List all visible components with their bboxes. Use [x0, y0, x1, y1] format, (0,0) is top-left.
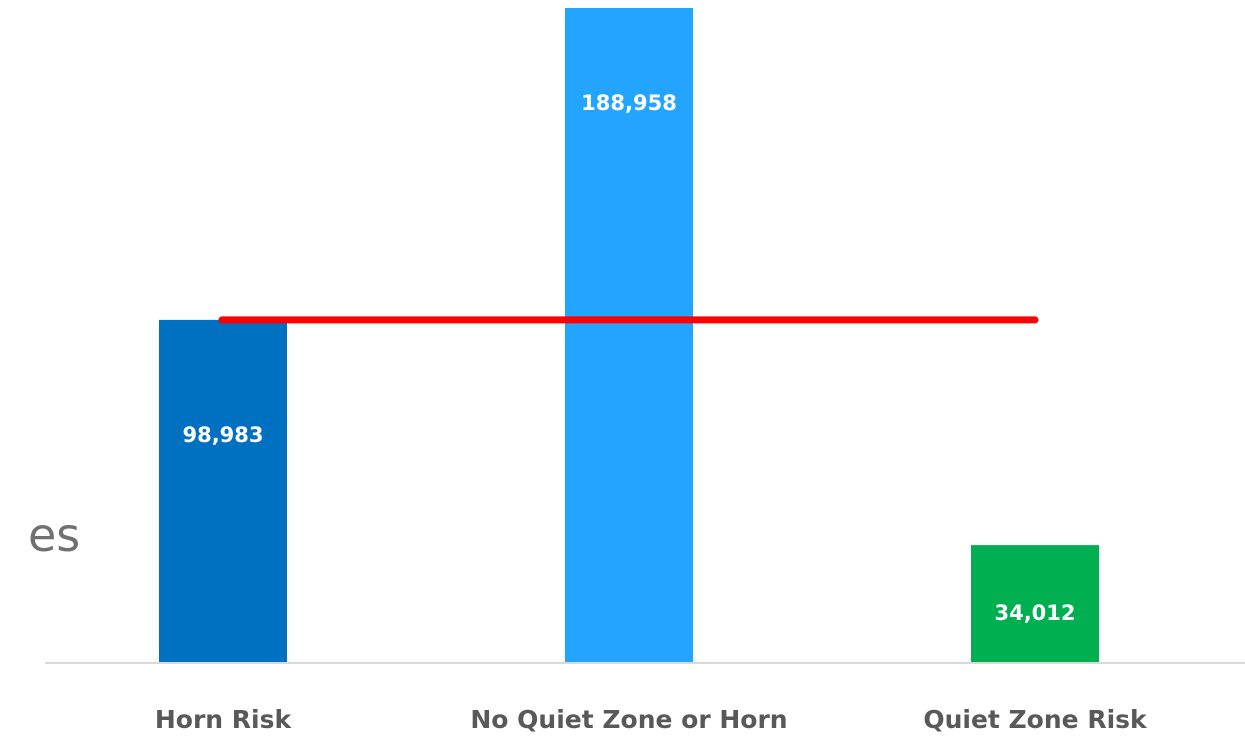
value-label-3: 34,012 — [994, 601, 1075, 625]
value-label-1: 98,983 — [182, 423, 263, 447]
category-label-1: Horn Risk — [155, 705, 293, 734]
bar-3 — [971, 545, 1099, 663]
value-label-2: 188,958 — [581, 91, 677, 115]
category-label-2: No Quiet Zone or Horn — [470, 705, 787, 734]
partial-left-text: es — [28, 508, 80, 562]
bar-1 — [159, 319, 287, 663]
bar-2 — [565, 8, 693, 663]
category-label-3: Quiet Zone Risk — [923, 705, 1148, 734]
